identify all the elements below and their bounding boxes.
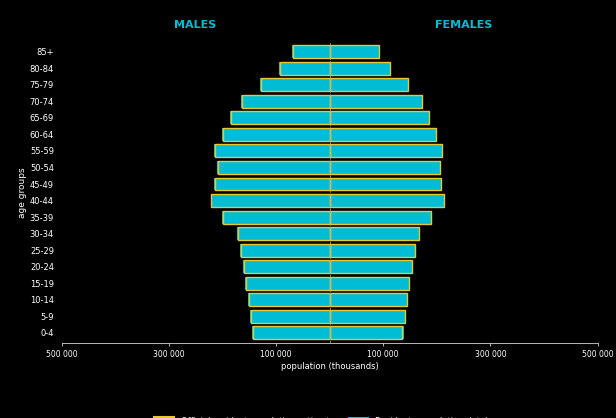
Bar xyxy=(222,128,330,141)
Bar xyxy=(330,45,381,58)
Bar xyxy=(242,95,330,108)
Bar xyxy=(280,62,330,75)
Bar xyxy=(293,45,330,58)
Bar xyxy=(330,326,402,339)
Bar xyxy=(330,161,440,174)
Bar xyxy=(252,326,330,339)
Bar xyxy=(217,161,330,174)
Bar xyxy=(232,112,330,124)
Bar xyxy=(261,78,330,91)
Bar xyxy=(330,62,390,75)
Bar xyxy=(244,260,330,273)
Bar xyxy=(330,227,418,240)
Bar xyxy=(292,45,330,58)
Bar xyxy=(330,211,432,224)
Bar xyxy=(230,112,330,124)
Bar xyxy=(330,62,391,75)
Bar xyxy=(260,78,330,91)
Bar xyxy=(330,78,409,91)
Bar xyxy=(330,161,441,174)
Bar xyxy=(251,310,330,323)
Bar xyxy=(212,194,330,207)
Bar xyxy=(214,145,330,158)
Bar xyxy=(330,95,423,108)
Bar xyxy=(253,326,330,339)
Bar xyxy=(330,310,406,323)
Bar xyxy=(330,244,415,257)
Bar xyxy=(222,211,330,224)
Bar xyxy=(240,244,330,257)
Bar xyxy=(330,95,423,108)
Bar xyxy=(330,277,410,290)
Bar xyxy=(330,260,411,273)
Bar xyxy=(330,277,409,290)
Bar xyxy=(330,211,431,224)
Bar xyxy=(248,293,330,306)
Bar xyxy=(216,145,330,158)
Bar xyxy=(330,293,407,306)
Bar xyxy=(330,112,431,124)
Bar xyxy=(237,227,330,240)
Bar xyxy=(330,45,379,58)
Bar xyxy=(330,326,403,339)
Bar xyxy=(249,293,330,306)
Bar xyxy=(330,145,443,158)
Bar xyxy=(330,128,437,141)
Bar xyxy=(330,178,441,191)
Bar xyxy=(330,128,436,141)
Bar xyxy=(250,310,330,323)
Bar xyxy=(246,277,330,290)
Bar xyxy=(216,178,330,191)
Bar xyxy=(224,128,330,141)
Bar xyxy=(330,194,444,207)
Bar xyxy=(241,244,330,257)
Bar xyxy=(278,62,330,75)
Y-axis label: age groups: age groups xyxy=(18,167,27,218)
Bar xyxy=(245,277,330,290)
Bar xyxy=(241,95,330,108)
Bar xyxy=(330,227,419,240)
Bar xyxy=(330,112,429,124)
Bar xyxy=(224,211,330,224)
X-axis label: population (thousands): population (thousands) xyxy=(281,362,378,371)
Bar xyxy=(238,227,330,240)
Bar xyxy=(330,260,413,273)
Bar xyxy=(330,78,408,91)
Bar xyxy=(330,310,405,323)
Legend: Official resident population estimates, Residents population database: Official resident population estimates, … xyxy=(150,413,509,418)
Bar xyxy=(214,178,330,191)
Bar xyxy=(330,244,416,257)
Bar xyxy=(330,293,408,306)
Bar xyxy=(330,194,445,207)
Text: FEMALES: FEMALES xyxy=(435,20,492,30)
Bar xyxy=(330,145,442,158)
Text: MALES: MALES xyxy=(174,20,217,30)
Bar xyxy=(330,178,442,191)
Bar xyxy=(211,194,330,207)
Bar xyxy=(243,260,330,273)
Bar xyxy=(218,161,330,174)
